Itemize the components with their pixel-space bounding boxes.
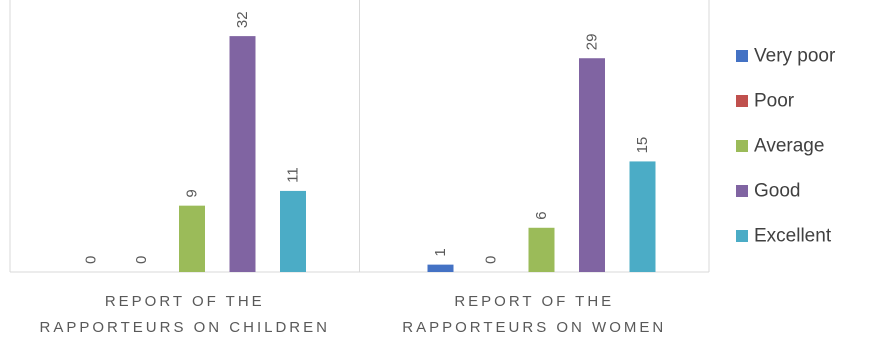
bar-good — [229, 36, 256, 272]
category-label: RAPPORTEURS ON WOMEN — [402, 319, 666, 336]
bar-average — [528, 227, 555, 272]
plot-area: 0 0 9 32 11 REPORT OF THE RAPPORTEURS ON CHILD… — [9, 0, 710, 336]
bar-excellent — [629, 161, 656, 272]
legend-label: Average — [754, 136, 824, 157]
legend-item: Poor — [736, 91, 795, 112]
legend-label: Poor — [754, 91, 795, 112]
category-label: REPORT OF THE — [454, 293, 614, 310]
data-label: 29 — [584, 34, 601, 51]
legend: Very poor Poor Average Good Excellent — [736, 46, 836, 247]
legend-label: Good — [754, 181, 800, 202]
legend-swatch — [736, 95, 748, 107]
legend-swatch — [736, 230, 748, 242]
legend-item: Very poor — [736, 46, 836, 67]
data-label: 0 — [483, 256, 500, 264]
data-label: 0 — [83, 256, 100, 264]
bar-very-poor — [427, 264, 454, 272]
data-label: 0 — [133, 256, 150, 264]
bar-excellent — [280, 190, 306, 272]
legend-item: Average — [736, 136, 824, 157]
data-label: 9 — [184, 189, 201, 197]
category-label: RAPPORTEURS ON CHILDREN — [40, 319, 330, 336]
category-label: REPORT OF THE — [105, 293, 265, 310]
data-label: 15 — [634, 137, 651, 154]
legend-label: Excellent — [754, 226, 832, 247]
data-label: 32 — [234, 11, 251, 28]
data-label: 1 — [432, 248, 449, 256]
data-label: 11 — [285, 167, 302, 183]
legend-item: Excellent — [736, 226, 832, 247]
legend-label: Very poor — [754, 46, 836, 67]
legend-swatch — [736, 50, 748, 62]
data-label: 6 — [533, 211, 550, 219]
legend-swatch — [736, 185, 748, 197]
legend-swatch — [736, 140, 748, 152]
legend-item: Good — [736, 181, 800, 202]
bar-good — [579, 58, 605, 272]
bar-average — [179, 205, 205, 272]
